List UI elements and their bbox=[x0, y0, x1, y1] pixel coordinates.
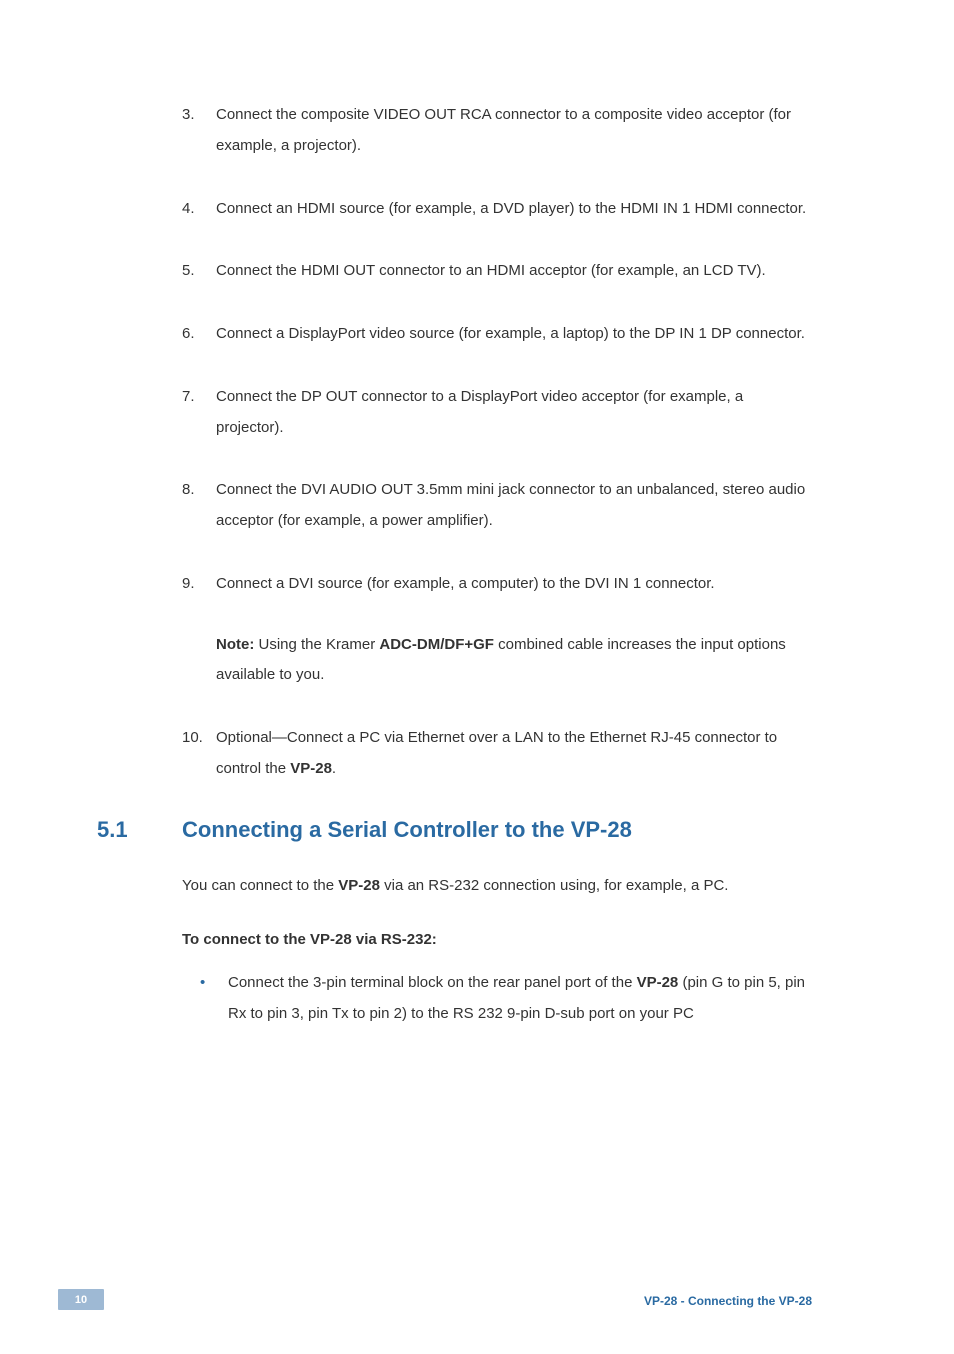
note-text: Using the Kramer bbox=[254, 636, 379, 653]
paragraph: You can connect to the VP-28 via an RS-2… bbox=[182, 871, 812, 902]
list-text: Optional—Connect a PC via Ethernet over … bbox=[216, 723, 812, 785]
subhead-bold: To connect to the VP-28 via RS-232 bbox=[182, 931, 432, 948]
bullet-pre: Connect the 3-pin terminal block on the … bbox=[228, 974, 637, 991]
list-number: 6. bbox=[182, 319, 216, 350]
cable-model: ADC-DM/DF+GF bbox=[379, 636, 494, 653]
para-pre: You can connect to the bbox=[182, 877, 338, 894]
para-post: via an RS-232 connection using, for exam… bbox=[380, 877, 729, 894]
note-paragraph: Note: Using the Kramer ADC-DM/DF+GF comb… bbox=[216, 630, 812, 692]
page-footer: 10 VP-28 - Connecting the VP-28 bbox=[0, 1288, 954, 1310]
product-name: VP-28 bbox=[338, 877, 380, 894]
list-item: 5. Connect the HDMI OUT connector to an … bbox=[182, 256, 812, 287]
list-number: 3. bbox=[182, 100, 216, 162]
list-text: Connect a DVI source (for example, a com… bbox=[216, 569, 812, 691]
list-item: 3. Connect the composite VIDEO OUT RCA c… bbox=[182, 100, 812, 162]
list-number: 5. bbox=[182, 256, 216, 287]
bullet-marker: • bbox=[200, 968, 228, 1030]
subheading: To connect to the VP-28 via RS-232: bbox=[182, 931, 812, 948]
list-text: Connect the DVI AUDIO OUT 3.5mm mini jac… bbox=[216, 475, 812, 537]
product-name: VP-28 bbox=[290, 760, 332, 777]
section-title: Connecting a Serial Controller to the VP… bbox=[182, 817, 632, 843]
list-item: 9. Connect a DVI source (for example, a … bbox=[182, 569, 812, 691]
list-number: 7. bbox=[182, 382, 216, 444]
content-column: 3. Connect the composite VIDEO OUT RCA c… bbox=[182, 100, 812, 1030]
list-item: 4. Connect an HDMI source (for example, … bbox=[182, 194, 812, 225]
list-text: Connect the composite VIDEO OUT RCA conn… bbox=[216, 100, 812, 162]
list-number: 10. bbox=[182, 723, 216, 785]
list-text-run: Connect a DVI source (for example, a com… bbox=[216, 575, 715, 592]
section-heading: 5.1 Connecting a Serial Controller to th… bbox=[97, 817, 812, 843]
note-label: Note: bbox=[216, 636, 254, 653]
list-text: Connect an HDMI source (for example, a D… bbox=[216, 194, 812, 225]
list-text: Connect a DisplayPort video source (for … bbox=[216, 319, 812, 350]
list-text: Connect the HDMI OUT connector to an HDM… bbox=[216, 256, 812, 287]
product-name: VP-28 bbox=[637, 974, 679, 991]
list-text: Connect the DP OUT connector to a Displa… bbox=[216, 382, 812, 444]
list-item: 8. Connect the DVI AUDIO OUT 3.5mm mini … bbox=[182, 475, 812, 537]
section-number: 5.1 bbox=[97, 817, 182, 843]
bullet-text: Connect the 3-pin terminal block on the … bbox=[228, 968, 812, 1030]
footer-title: VP-28 - Connecting the VP-28 bbox=[644, 1294, 812, 1308]
subhead-post: : bbox=[432, 931, 437, 948]
list-item: 10. Optional—Connect a PC via Ethernet o… bbox=[182, 723, 812, 785]
bullet-item: • Connect the 3-pin terminal block on th… bbox=[200, 968, 812, 1030]
page-number-badge: 10 bbox=[58, 1289, 104, 1310]
page: 3. Connect the composite VIDEO OUT RCA c… bbox=[0, 0, 954, 1354]
list-text-post: . bbox=[332, 760, 336, 777]
list-number: 9. bbox=[182, 569, 216, 691]
list-number: 4. bbox=[182, 194, 216, 225]
list-number: 8. bbox=[182, 475, 216, 537]
list-item: 6. Connect a DisplayPort video source (f… bbox=[182, 319, 812, 350]
list-item: 7. Connect the DP OUT connector to a Dis… bbox=[182, 382, 812, 444]
